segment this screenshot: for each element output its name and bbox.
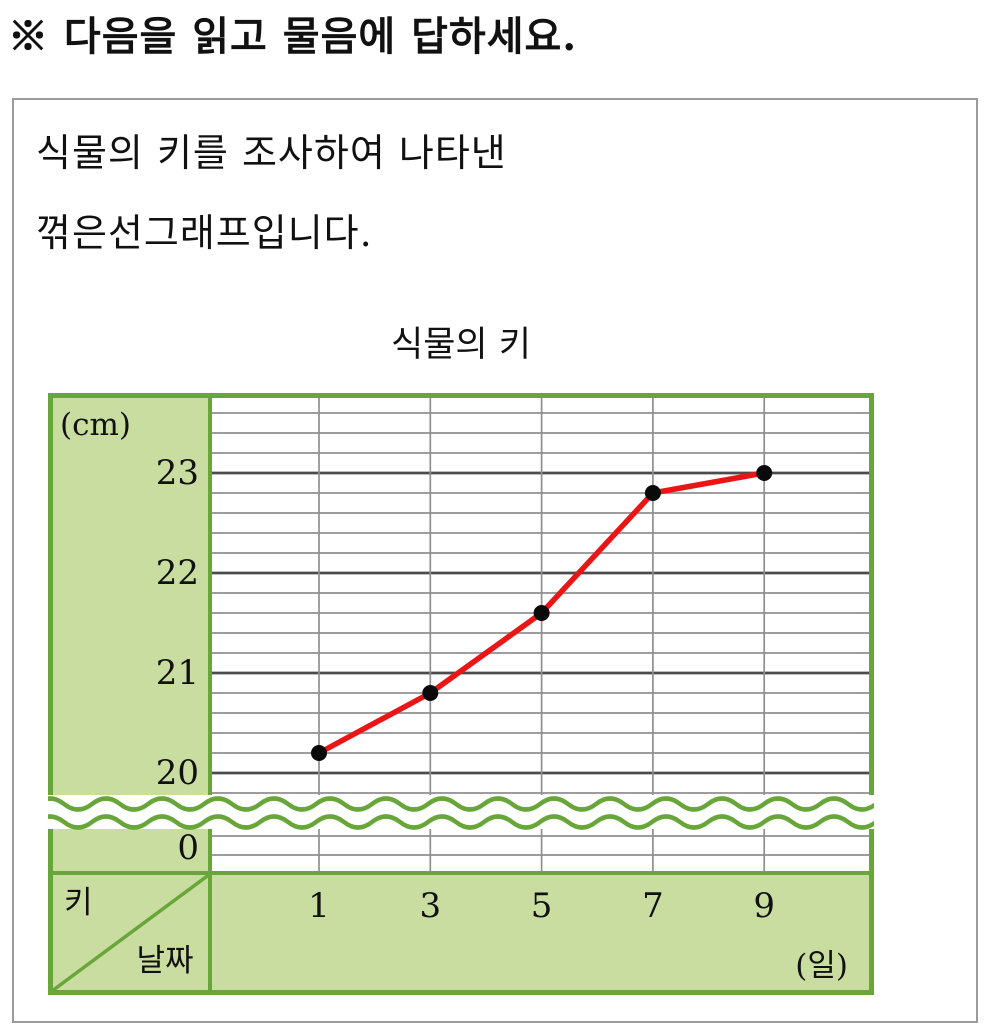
chart-title: 식물의 키 <box>391 325 531 365</box>
axis-break-wave <box>34 814 934 830</box>
x-axis-tick-label: 9 <box>753 886 775 926</box>
description-line-2: 꺾은선그래프입니다. <box>36 211 373 255</box>
data-point <box>311 745 327 761</box>
x-axis-unit-label: (일) <box>795 948 848 984</box>
corner-diagonal <box>50 872 212 993</box>
line-chart: (cm) 23 22 21 20 0 1 3 5 7 9 (일) 키날짜 <box>34 393 934 995</box>
y-axis-tick-label: 23 <box>156 453 199 493</box>
y-axis-tick-label: 20 <box>156 753 199 793</box>
problem-box: 식물의 키를 조사하여 나타낸 꺾은선그래프입니다. 식물의 키 (cm) 23 2… <box>12 98 978 1023</box>
x-axis-tick-label: 3 <box>419 886 441 926</box>
y-axis-tick-label: 22 <box>156 553 199 593</box>
y-axis-unit-label: (cm) <box>60 407 131 443</box>
axis-break-wave <box>34 796 934 812</box>
x-axis-tick-label: 5 <box>531 886 553 926</box>
data-point <box>533 605 550 621</box>
data-point <box>422 685 439 701</box>
x-axis-tick-label: 7 <box>642 886 664 926</box>
origin-label: 0 <box>177 828 199 868</box>
corner-col-label: 날짜 <box>136 943 193 979</box>
instruction-text: ※ 다음을 읽고 물음에 답하세요. <box>8 13 578 60</box>
data-point <box>644 485 661 501</box>
y-axis-tick-label: 21 <box>156 653 199 693</box>
corner-row-label: 키 <box>64 885 93 921</box>
chart-frame <box>48 393 874 995</box>
data-point <box>756 465 773 481</box>
x-axis-tick-label: 1 <box>308 886 330 926</box>
description-line-1: 식물의 키를 조사하여 나타낸 <box>36 131 507 175</box>
